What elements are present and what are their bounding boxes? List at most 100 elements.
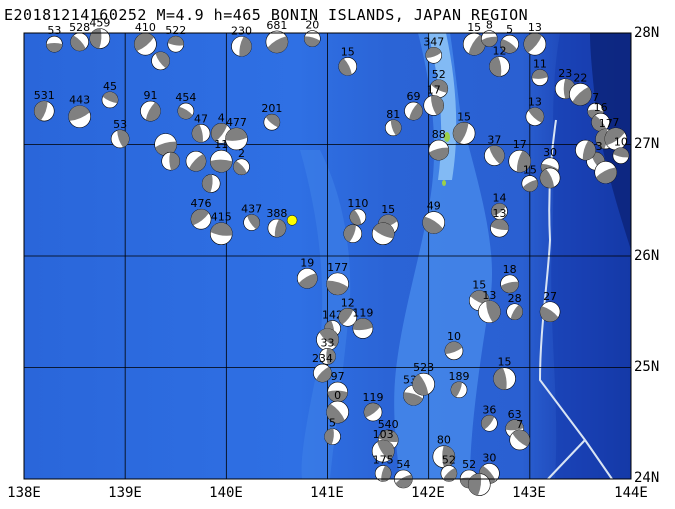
focal-mechanism: 523	[412, 361, 435, 396]
depth-label: 97	[331, 370, 345, 383]
focal-mechanism: 69	[404, 90, 423, 121]
depth-label: 528	[69, 21, 90, 34]
depth-label: 27	[543, 290, 557, 303]
focal-mechanism: 53	[110, 118, 130, 149]
depth-label: 13	[528, 96, 542, 109]
lon-label-140e: 140E	[209, 485, 243, 501]
depth-label: 443	[69, 94, 90, 107]
focal-mechanism: 15	[462, 21, 486, 56]
depth-label: 63	[508, 408, 522, 421]
depth-label: 52	[462, 458, 476, 471]
focal-mechanism	[575, 139, 596, 161]
depth-label: 437	[241, 203, 262, 216]
focal-mechanism: 11	[531, 58, 549, 86]
focal-mechanism: 22	[569, 71, 592, 106]
depth-label: 11	[214, 138, 228, 151]
focal-mechanism: 18	[500, 263, 519, 294]
depth-label: 15	[457, 110, 471, 123]
focal-mechanism: 45	[101, 80, 119, 109]
focal-mechanism: 27	[539, 290, 561, 323]
focal-mechanism: 103	[371, 428, 395, 463]
depth-label: 415	[211, 211, 232, 224]
focal-mechanism: 234	[312, 352, 333, 383]
depth-label: 18	[503, 263, 517, 276]
focal-mechanism: 7	[509, 418, 531, 451]
lon-label-142e: 142E	[411, 485, 445, 501]
depth-label: 410	[135, 21, 156, 34]
focal-mechanism: 49	[422, 200, 446, 234]
depth-label: 142	[322, 308, 343, 321]
depth-label: 454	[175, 91, 196, 104]
focal-mechanism: 477	[225, 116, 248, 151]
focal-mechanism: 19	[296, 256, 318, 289]
depth-label: 49	[427, 200, 441, 213]
depth-label: 15	[498, 356, 512, 369]
depth-label: 522	[165, 24, 186, 37]
depth-label: 30	[543, 146, 557, 159]
depth-label: 53	[113, 118, 127, 131]
depth-label: 189	[449, 370, 470, 383]
depth-label: 7	[516, 418, 523, 431]
lon-label-139e: 139E	[108, 485, 142, 501]
depth-label: 10	[614, 136, 628, 149]
focal-mechanism: 415	[209, 211, 233, 245]
depth-label: 110	[347, 197, 368, 210]
focal-mechanism: 15	[452, 110, 476, 145]
depth-label: 88	[432, 128, 446, 141]
focal-mechanism: 459	[89, 17, 110, 49]
focal-mechanism	[594, 161, 618, 184]
depth-label: 13	[528, 21, 542, 34]
focal-mechanism: 88	[428, 128, 450, 161]
island	[442, 180, 446, 186]
lat-label-26n: 26N	[634, 248, 660, 264]
focal-mechanism: 15	[338, 45, 358, 76]
depth-label: 20	[305, 19, 319, 32]
focal-mechanism: 454	[175, 91, 196, 120]
focal-mechanism	[316, 328, 339, 351]
focal-mechanism	[151, 51, 170, 71]
depth-label: 12	[341, 296, 355, 309]
focal-mechanism: 15	[521, 164, 539, 192]
depth-label: 347	[423, 35, 444, 48]
focal-mechanism	[371, 222, 395, 245]
depth-label: 11	[533, 58, 547, 71]
depth-label: 10	[447, 330, 461, 343]
depth-label: 15	[523, 164, 537, 177]
focal-mechanism: 15	[493, 356, 516, 390]
focal-mechanism: 91	[140, 89, 161, 122]
depth-label: 91	[143, 89, 157, 102]
depth-label: 119	[363, 391, 384, 404]
depth-label: 0	[334, 389, 341, 402]
focal-mechanism: 54	[394, 458, 413, 489]
focal-mechanism: 175	[373, 453, 394, 482]
focal-mechanism: 119	[352, 306, 373, 339]
focal-mechanism: 80	[432, 434, 456, 469]
focal-mechanism: 17	[508, 138, 532, 173]
focal-mechanism: 347	[423, 35, 444, 64]
focal-mechanism: 13	[525, 96, 545, 126]
focal-mechanism: 10	[444, 330, 464, 361]
focal-mechanism: 12	[489, 44, 510, 77]
depth-label: 177	[327, 261, 348, 274]
focal-mechanism: 13	[523, 21, 547, 56]
focal-mechanism: 531	[34, 89, 55, 122]
focal-mechanism: 11	[209, 138, 233, 173]
focal-mechanism: 437	[241, 203, 262, 231]
focal-mechanism	[201, 174, 221, 193]
focal-mechanism: 119	[363, 391, 384, 422]
focal-mechanism: 17	[423, 83, 445, 116]
depth-label: 523	[413, 361, 434, 374]
focal-mechanism: 16	[591, 101, 610, 132]
depth-label: 5	[506, 23, 513, 36]
depth-label: 230	[231, 24, 252, 37]
focal-mechanism: 681	[265, 19, 289, 54]
focal-mechanism: 53	[46, 24, 63, 53]
depth-label: 69	[406, 90, 420, 103]
focal-mechanism: 47	[191, 112, 211, 143]
island	[444, 132, 450, 142]
depth-label: 388	[266, 207, 287, 220]
focal-mechanism: 14	[491, 191, 508, 220]
focal-mechanism: 33	[319, 336, 336, 365]
